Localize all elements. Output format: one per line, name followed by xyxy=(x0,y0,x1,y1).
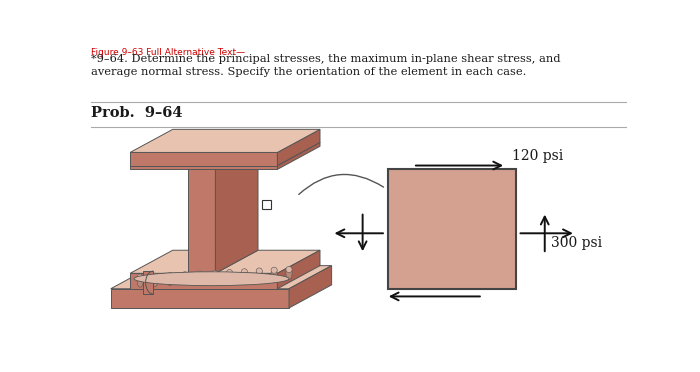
Ellipse shape xyxy=(182,272,188,278)
Polygon shape xyxy=(277,142,320,169)
Ellipse shape xyxy=(152,273,158,279)
Polygon shape xyxy=(130,250,320,273)
Ellipse shape xyxy=(286,266,292,273)
Ellipse shape xyxy=(167,273,173,286)
Ellipse shape xyxy=(271,268,277,280)
Polygon shape xyxy=(262,200,271,209)
Ellipse shape xyxy=(286,267,292,279)
Polygon shape xyxy=(188,166,216,273)
Ellipse shape xyxy=(137,274,144,280)
Polygon shape xyxy=(130,129,320,153)
Text: 120 psi: 120 psi xyxy=(512,149,564,163)
FancyArrowPatch shape xyxy=(299,174,384,195)
Ellipse shape xyxy=(211,270,218,276)
Ellipse shape xyxy=(271,267,277,273)
Ellipse shape xyxy=(211,271,218,283)
Ellipse shape xyxy=(197,271,203,277)
Ellipse shape xyxy=(197,272,203,284)
Polygon shape xyxy=(130,166,277,169)
Polygon shape xyxy=(130,273,277,289)
Polygon shape xyxy=(277,129,320,166)
Text: Figure 9–63 Full Alternative Text—: Figure 9–63 Full Alternative Text— xyxy=(92,48,246,57)
Ellipse shape xyxy=(152,274,158,286)
Polygon shape xyxy=(111,266,332,289)
Polygon shape xyxy=(130,153,277,166)
Ellipse shape xyxy=(182,273,188,285)
Ellipse shape xyxy=(226,270,232,283)
Polygon shape xyxy=(111,289,289,308)
Ellipse shape xyxy=(241,269,248,275)
Polygon shape xyxy=(188,250,258,273)
Polygon shape xyxy=(389,169,516,289)
Polygon shape xyxy=(277,250,320,289)
Ellipse shape xyxy=(134,272,289,286)
Text: Prob.  9–64: Prob. 9–64 xyxy=(92,106,183,120)
Polygon shape xyxy=(144,271,153,294)
Polygon shape xyxy=(289,266,332,308)
Polygon shape xyxy=(130,142,320,166)
Ellipse shape xyxy=(226,269,232,276)
Text: 300 psi: 300 psi xyxy=(551,235,602,250)
Ellipse shape xyxy=(167,273,173,279)
Ellipse shape xyxy=(137,275,144,287)
Text: *9–64. Determine the principal stresses, the maximum in-plane shear stress, and
: *9–64. Determine the principal stresses,… xyxy=(92,54,561,77)
Ellipse shape xyxy=(256,268,262,274)
Ellipse shape xyxy=(256,269,262,281)
Polygon shape xyxy=(216,142,258,273)
Ellipse shape xyxy=(241,269,248,282)
